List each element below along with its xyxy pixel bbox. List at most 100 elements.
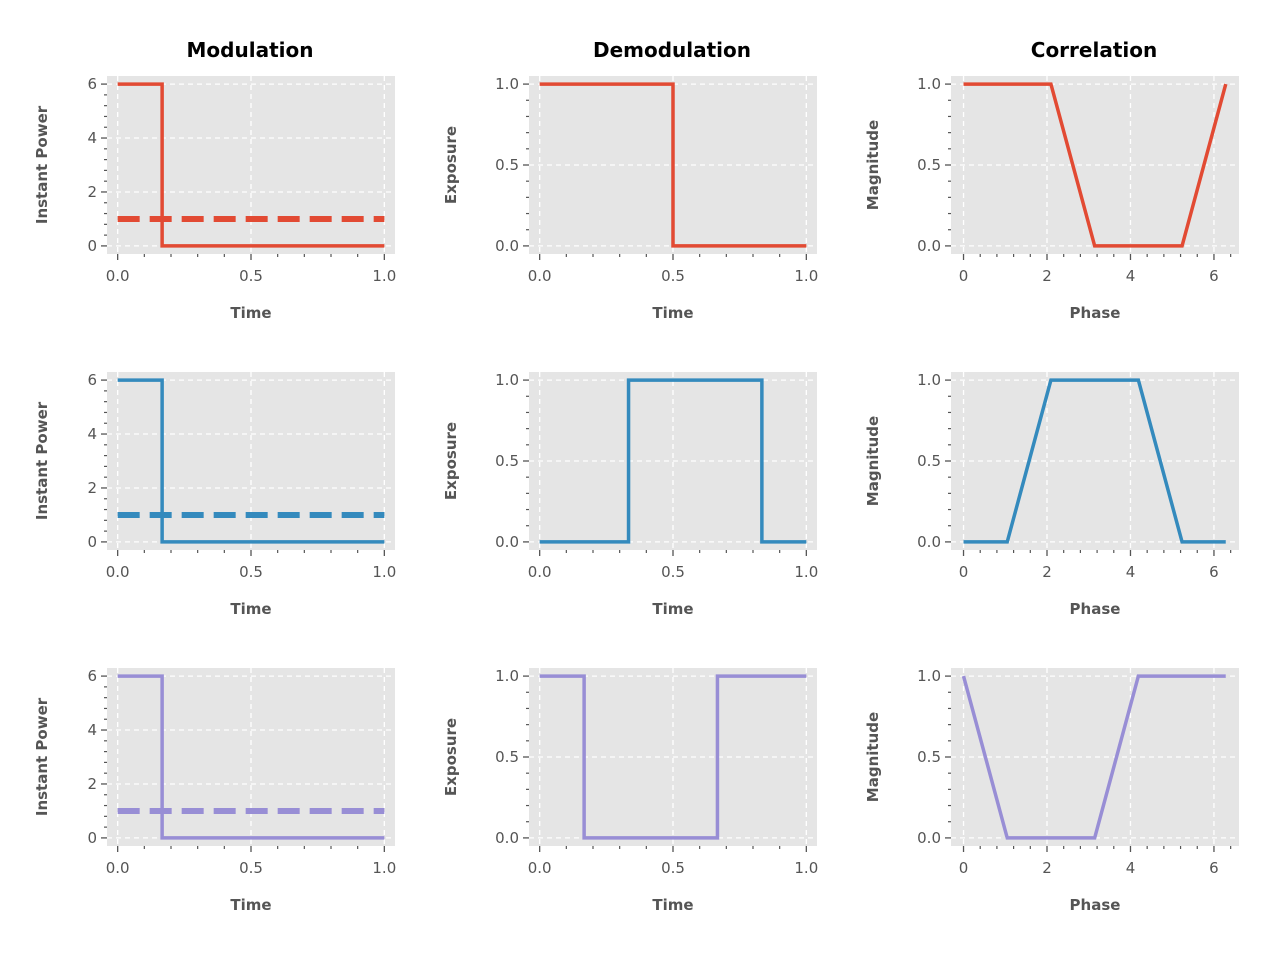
y-tick-label: 1.0: [917, 667, 941, 685]
plot-background: [107, 668, 395, 846]
y-tick-label: 2: [87, 775, 97, 793]
series-line: [539, 82, 807, 248]
y-tick-label: 0.0: [495, 237, 519, 255]
y-tick-label: 0: [87, 533, 97, 551]
x-axis-label: Time: [652, 600, 693, 618]
y-tick-label: 0.5: [917, 748, 941, 766]
y-axis-label: Instant Power: [33, 697, 51, 816]
y-tick-label: 1.0: [917, 75, 941, 93]
x-tick-label: 4: [1126, 563, 1136, 581]
plot-background: [107, 372, 395, 550]
column-title-demodulation: Demodulation: [593, 38, 751, 62]
series-line: [963, 378, 1226, 544]
y-tick-label: 1.0: [917, 371, 941, 389]
y-axis-label: Magnitude: [864, 120, 882, 210]
y-tick-label: 0.0: [495, 829, 519, 847]
y-tick-label: 0.0: [917, 237, 941, 255]
y-tick-label: 4: [87, 721, 97, 739]
x-axis-label: Phase: [1070, 896, 1121, 914]
y-tick-label: 0.5: [495, 748, 519, 766]
y-tick-label: 0.5: [917, 156, 941, 174]
x-tick-label: 0: [959, 267, 969, 285]
y-axis-label: Instant Power: [33, 105, 51, 224]
x-tick-label: 0.5: [661, 563, 685, 581]
x-tick-label: 6: [1209, 859, 1219, 877]
x-axis-label: Time: [652, 304, 693, 322]
y-tick-label: 0.5: [917, 452, 941, 470]
x-tick-label: 0.5: [661, 267, 685, 285]
x-tick-label: 2: [1042, 563, 1052, 581]
plot-background: [107, 76, 395, 254]
series-line: [961, 674, 1226, 840]
y-axis-label: Exposure: [442, 422, 460, 500]
subplot-r0c2: 0 2 4 6 0.0 0.5 1.0 Phase Magnitude: [864, 75, 1239, 322]
x-tick-label: 1.0: [794, 563, 818, 581]
x-tick-label: 1.0: [794, 859, 818, 877]
y-tick-label: 2: [87, 183, 97, 201]
y-tick-label: 4: [87, 425, 97, 443]
x-axis-label: Phase: [1070, 304, 1121, 322]
x-tick-label: 0.0: [528, 563, 552, 581]
y-tick-label: 1.0: [495, 75, 519, 93]
subplot-r0c0: 0.0 0.5 1.0 0 2 4 6 Time Instant Power: [33, 75, 396, 322]
y-tick-label: 0.0: [917, 829, 941, 847]
x-tick-label: 0.0: [528, 859, 552, 877]
series-line: [117, 378, 385, 544]
x-tick-label: 0.5: [239, 267, 263, 285]
x-tick-label: 4: [1126, 859, 1136, 877]
y-tick-label: 6: [87, 75, 97, 93]
y-tick-label: 0.0: [495, 533, 519, 551]
x-tick-label: 0.5: [661, 859, 685, 877]
series-line: [539, 674, 807, 840]
x-tick-label: 1.0: [794, 267, 818, 285]
x-tick-label: 0.0: [106, 563, 130, 581]
x-tick-label: 0: [959, 859, 969, 877]
series-line: [963, 82, 1228, 248]
y-tick-label: 0.5: [495, 452, 519, 470]
subplot-r1c0: 0.0 0.5 1.0 0 2 4 6 Time Instant Power: [33, 371, 396, 618]
y-tick-label: 6: [87, 371, 97, 389]
x-tick-label: 0.0: [106, 267, 130, 285]
y-tick-label: 4: [87, 129, 97, 147]
subplot-r1c2: 0 2 4 6 0.0 0.5 1.0 Phase Magnitude: [864, 371, 1239, 618]
x-tick-label: 6: [1209, 267, 1219, 285]
x-axis-label: Time: [230, 896, 271, 914]
x-tick-label: 6: [1209, 563, 1219, 581]
y-tick-label: 6: [87, 667, 97, 685]
x-tick-label: 1.0: [372, 267, 396, 285]
subplot-r2c1: 0.0 0.5 1.0 0.0 0.5 1.0 Time Exposure: [442, 667, 818, 914]
x-tick-label: 0.0: [106, 859, 130, 877]
y-tick-label: 0: [87, 237, 97, 255]
x-axis-label: Time: [230, 600, 271, 618]
y-tick-label: 0: [87, 829, 97, 847]
x-tick-label: 2: [1042, 859, 1052, 877]
x-tick-label: 0.5: [239, 563, 263, 581]
subplot-r2c2: 0 2 4 6 0.0 0.5 1.0 Phase Magnitude: [864, 667, 1239, 914]
y-axis-label: Magnitude: [864, 712, 882, 802]
y-tick-label: 1.0: [495, 371, 519, 389]
series-line: [117, 674, 385, 840]
subplot-r0c1: 0.0 0.5 1.0 0.0 0.5 1.0 Time Exposure: [442, 75, 818, 322]
subplot-r1c1: 0.0 0.5 1.0 0.0 0.5 1.0 Time Exposure: [442, 371, 818, 618]
series-line: [117, 82, 385, 248]
x-tick-label: 0.0: [528, 267, 552, 285]
x-tick-label: 1.0: [372, 563, 396, 581]
subplot-r2c0: 0.0 0.5 1.0 0 2 4 6 Time Instant Power: [33, 667, 396, 914]
y-tick-label: 0.0: [917, 533, 941, 551]
y-tick-label: 0.5: [495, 156, 519, 174]
x-axis-label: Time: [230, 304, 271, 322]
column-title-correlation: Correlation: [1031, 38, 1157, 62]
x-tick-label: 4: [1126, 267, 1136, 285]
y-axis-label: Instant Power: [33, 401, 51, 520]
y-axis-label: Exposure: [442, 718, 460, 796]
x-axis-label: Time: [652, 896, 693, 914]
x-tick-label: 0: [959, 563, 969, 581]
column-title-modulation: Modulation: [187, 38, 314, 62]
x-tick-label: 1.0: [372, 859, 396, 877]
x-tick-label: 0.5: [239, 859, 263, 877]
y-axis-label: Magnitude: [864, 416, 882, 506]
x-axis-label: Phase: [1070, 600, 1121, 618]
y-tick-label: 1.0: [495, 667, 519, 685]
